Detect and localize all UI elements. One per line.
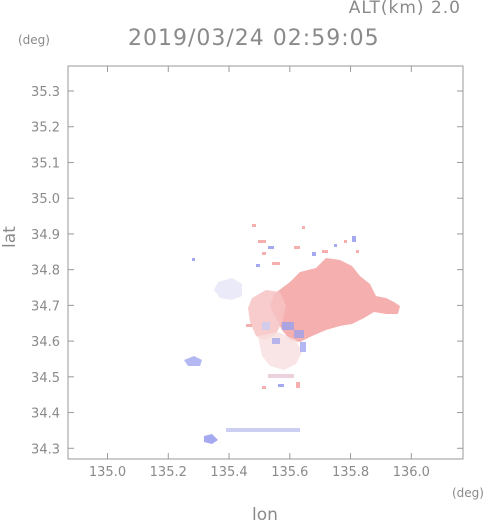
- negative-echo-blob: [204, 434, 218, 444]
- negative-echo-patch: [282, 322, 294, 330]
- y-tick-label: 34.9: [31, 228, 60, 243]
- negative-echo-patch: [262, 322, 270, 330]
- echo-speckle: [302, 226, 305, 229]
- echo-speckle: [278, 384, 284, 387]
- echo-speckle: [262, 386, 266, 389]
- weak-echo-west: [214, 278, 242, 300]
- echo-data-layer: [184, 224, 400, 444]
- y-tick-label: 35.3: [31, 85, 60, 100]
- timestamp-title: 2019/03/24 02:59:05: [128, 26, 380, 51]
- plot-frame: [67, 65, 464, 460]
- echo-speckle: [192, 258, 195, 261]
- x-tick-label: 136.0: [393, 465, 430, 480]
- y-tick-label: 34.7: [31, 299, 60, 314]
- echo-speckle: [344, 240, 347, 243]
- echo-speckle: [272, 262, 280, 265]
- y-tick-label: 34.8: [31, 264, 60, 279]
- mixed-echo-south: [258, 332, 302, 370]
- y-tick-label: 34.3: [31, 442, 60, 457]
- negative-echo-patch: [300, 342, 306, 352]
- echo-speckle: [262, 252, 266, 255]
- echo-speckle: [256, 264, 260, 267]
- x-tick-label: 135.8: [332, 465, 369, 480]
- axis-ticks: 135.0 135.2 135.4 135.6 135.8 136.0 34.3 34.4 34…: [31, 66, 463, 480]
- negative-echo-patch: [272, 338, 280, 344]
- echo-speckle: [252, 224, 256, 227]
- y-tick-label: 34.6: [31, 335, 60, 350]
- echo-speckle: [258, 240, 266, 243]
- positive-echo-west: [248, 290, 286, 340]
- y-tick-label: 35.2: [31, 121, 60, 136]
- positive-echo-main: [270, 258, 400, 342]
- echo-speckle: [246, 324, 252, 327]
- mixed-echo-streak: [268, 374, 294, 378]
- echo-speckle: [334, 244, 337, 247]
- echo-speckle: [268, 246, 274, 249]
- x-axis-label: lon: [252, 505, 278, 525]
- echo-speckle: [296, 382, 300, 388]
- negative-echo-streak: [226, 428, 300, 432]
- x-tick-label: 135.4: [210, 465, 247, 480]
- negative-echo-small: [184, 356, 202, 366]
- negative-echo-patch: [294, 330, 304, 338]
- y-tick-label: 34.4: [31, 407, 60, 422]
- echo-speckle: [294, 246, 300, 249]
- echo-speckle: [322, 250, 328, 253]
- echo-speckle: [356, 250, 359, 253]
- y-tick-label: 35.1: [31, 156, 60, 171]
- y-tick-label: 35.0: [31, 192, 60, 207]
- y-tick-label: 34.5: [31, 371, 60, 386]
- y-unit-label: (deg): [18, 33, 50, 47]
- altitude-label: ALT(km) 2.0: [348, 0, 461, 18]
- x-tick-label: 135.6: [271, 465, 308, 480]
- echo-speckle: [312, 252, 316, 256]
- x-unit-label: (deg): [452, 486, 484, 500]
- echo-speckle: [352, 236, 356, 242]
- x-tick-label: 135.0: [89, 465, 126, 480]
- x-tick-label: 135.2: [150, 465, 187, 480]
